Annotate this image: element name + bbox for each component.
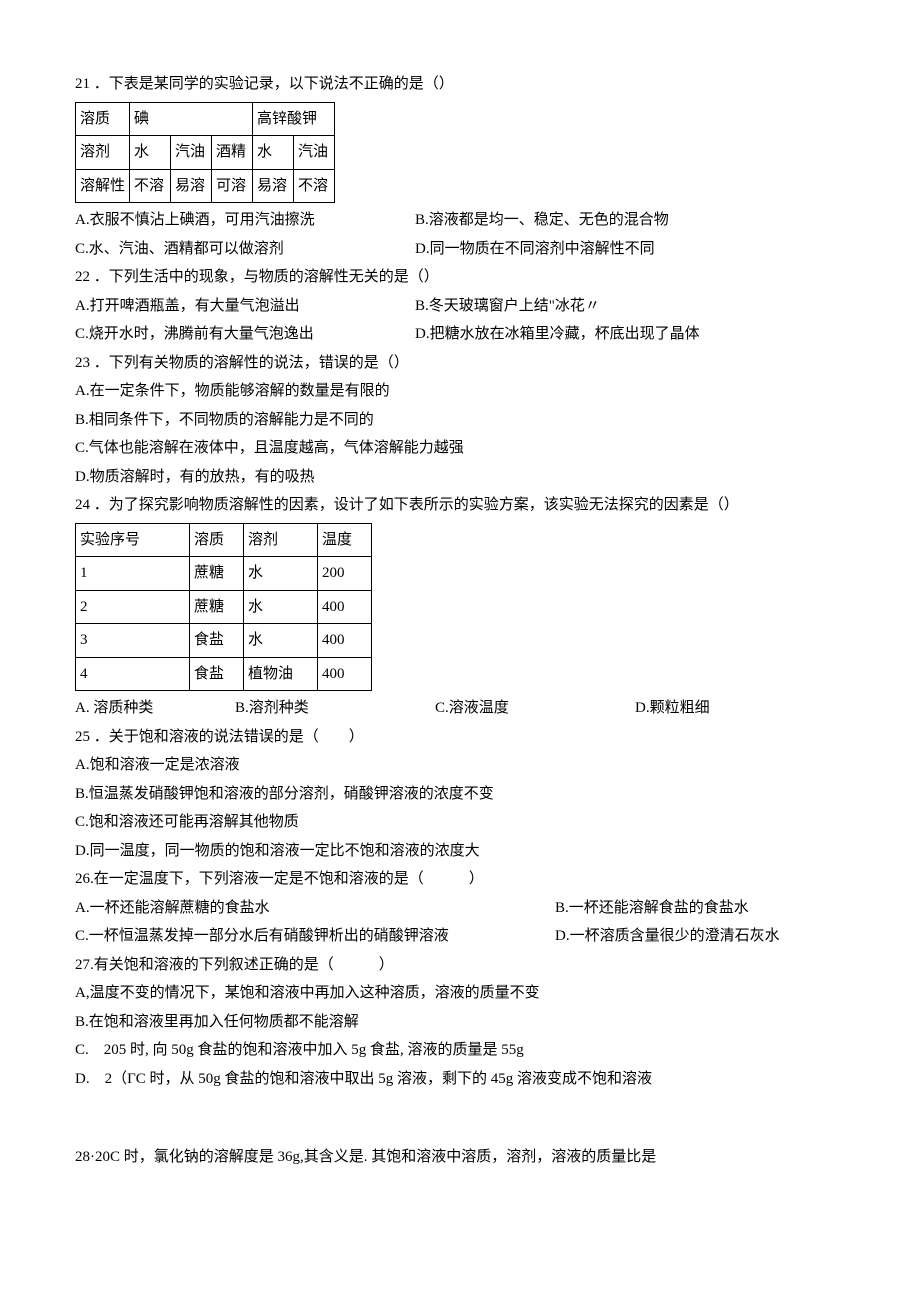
cell: 400	[318, 590, 372, 624]
q23-option-c: C.气体也能溶解在液体中，且温度越高，气体溶解能力越强	[75, 434, 845, 463]
q21-stem: 21 ．下表是某同学的实验记录，以下说法不正确的是（）	[75, 70, 845, 99]
cell: 蔗糖	[190, 590, 244, 624]
cell: 水	[244, 590, 318, 624]
cell: 不溶	[130, 169, 171, 203]
cell: 实验序号	[76, 523, 190, 557]
q22-option-d: D.把糖水放在冰箱里冷藏，杯底出现了晶体	[415, 320, 845, 349]
cell: 溶质	[190, 523, 244, 557]
cell: 不溶	[294, 169, 335, 203]
cell: 3	[76, 624, 190, 658]
table-row: 2 蔗糖 水 400	[76, 590, 372, 624]
cell: 植物油	[244, 657, 318, 691]
cell: 蔗糖	[190, 557, 244, 591]
table-row: 溶质 碘 高锌酸钾	[76, 102, 335, 136]
q28-stem: 28·20C 时，氯化钠的溶解度是 36g,其含义是. 其饱和溶液中溶质，溶剂，…	[75, 1143, 845, 1172]
cell: 溶剂	[76, 136, 130, 170]
q24-option-d: D.颗粒粗细	[635, 694, 825, 723]
q23-option-a: A.在一定条件下，物质能够溶解的数量是有限的	[75, 377, 845, 406]
cell: 200	[318, 557, 372, 591]
cell: 高锌酸钾	[253, 102, 335, 136]
cell: 1	[76, 557, 190, 591]
cell: 水	[244, 624, 318, 658]
q24-table: 实验序号 溶质 溶剂 温度 1 蔗糖 水 200 2 蔗糖 水 400 3 食盐…	[75, 523, 372, 692]
cell: 400	[318, 657, 372, 691]
cell: 溶剂	[244, 523, 318, 557]
table-row: 溶剂 水 汽油 酒精 水 汽油	[76, 136, 335, 170]
q27-option-a: A,温度不变的情况下，某饱和溶液中再加入这种溶质，溶液的质量不变	[75, 979, 845, 1008]
cell: 汽油	[294, 136, 335, 170]
q22-option-b: B.冬天玻璃窗户上结"冰花〃	[415, 292, 845, 321]
q22-option-a: A.打开啤酒瓶盖，有大量气泡溢出	[75, 292, 415, 321]
cell: 水	[244, 557, 318, 591]
cell: 碘	[130, 102, 253, 136]
cell: 4	[76, 657, 190, 691]
q26-option-c: C.一杯恒温蒸发掉一部分水后有硝酸钾析出的硝酸钾溶液	[75, 922, 555, 951]
cell: 水	[253, 136, 294, 170]
cell: 食盐	[190, 624, 244, 658]
q21-option-b: B.溶液都是均一、稳定、无色的混合物	[415, 206, 845, 235]
table-row: 溶解性 不溶 易溶 可溶 易溶 不溶	[76, 169, 335, 203]
q23-option-d: D.物质溶解时，有的放热，有的吸热	[75, 463, 845, 492]
cell: 溶解性	[76, 169, 130, 203]
table-row: 实验序号 溶质 溶剂 温度	[76, 523, 372, 557]
q23-option-b: B.相同条件下，不同物质的溶解能力是不同的	[75, 406, 845, 435]
cell: 易溶	[171, 169, 212, 203]
q27-option-c: C. 205 时, 向 50g 食盐的饱和溶液中加入 5g 食盐, 溶液的质量是…	[75, 1036, 845, 1065]
q25-stem: 25 ．关于饱和溶液的说法错误的是（ ）	[75, 723, 845, 752]
cell: 食盐	[190, 657, 244, 691]
q24-stem: 24 ．为了探究影响物质溶解性的因素，设计了如下表所示的实验方案，该实验无法探究…	[75, 491, 845, 520]
q27-option-b: B.在饱和溶液里再加入任何物质都不能溶解	[75, 1008, 845, 1037]
cell: 酒精	[212, 136, 253, 170]
q21-option-a: A.衣服不慎沾上碘酒，可用汽油擦洗	[75, 206, 415, 235]
cell: 汽油	[171, 136, 212, 170]
q24-option-a: A. 溶质种类	[75, 694, 235, 723]
q21-option-c: C.水、汽油、酒精都可以做溶剂	[75, 235, 415, 264]
q22-stem: 22 ．下列生活中的现象，与物质的溶解性无关的是（）	[75, 263, 845, 292]
cell: 易溶	[253, 169, 294, 203]
q25-option-d: D.同一温度，同一物质的饱和溶液一定比不饱和溶液的浓度大	[75, 837, 845, 866]
q26-option-b: B.一杯还能溶解食盐的食盐水	[555, 894, 845, 923]
q26-option-d: D.一杯溶质含量很少的澄清石灰水	[555, 922, 845, 951]
cell: 水	[130, 136, 171, 170]
q27-option-d: D. 2（ΓC 时，从 50g 食盐的饱和溶液中取出 5g 溶液，剩下的 45g…	[75, 1065, 845, 1094]
cell: 400	[318, 624, 372, 658]
q25-option-b: B.恒温蒸发硝酸钾饱和溶液的部分溶剂，硝酸钾溶液的浓度不变	[75, 780, 845, 809]
q25-option-a: A.饱和溶液一定是浓溶液	[75, 751, 845, 780]
cell: 溶质	[76, 102, 130, 136]
spacer	[75, 1093, 845, 1143]
q26-option-a: A.一杯还能溶解蔗糖的食盐水	[75, 894, 555, 923]
table-row: 3 食盐 水 400	[76, 624, 372, 658]
q21-table: 溶质 碘 高锌酸钾 溶剂 水 汽油 酒精 水 汽油 溶解性 不溶 易溶 可溶 易…	[75, 102, 335, 204]
q21-option-d: D.同一物质在不同溶剂中溶解性不同	[415, 235, 845, 264]
q27-stem: 27.有关饱和溶液的下列叙述正确的是（ ）	[75, 951, 845, 980]
cell: 温度	[318, 523, 372, 557]
q25-option-c: C.饱和溶液还可能再溶解其他物质	[75, 808, 845, 837]
q23-stem: 23 ．下列有关物质的溶解性的说法，错误的是（）	[75, 349, 845, 378]
q22-option-c: C.烧开水时，沸腾前有大量气泡逸出	[75, 320, 415, 349]
table-row: 1 蔗糖 水 200	[76, 557, 372, 591]
table-row: 4 食盐 植物油 400	[76, 657, 372, 691]
cell: 2	[76, 590, 190, 624]
q26-stem: 26.在一定温度下，下列溶液一定是不饱和溶液的是（ ）	[75, 865, 845, 894]
q24-option-b: B.溶剂种类	[235, 694, 435, 723]
q24-option-c: C.溶液温度	[435, 694, 635, 723]
cell: 可溶	[212, 169, 253, 203]
